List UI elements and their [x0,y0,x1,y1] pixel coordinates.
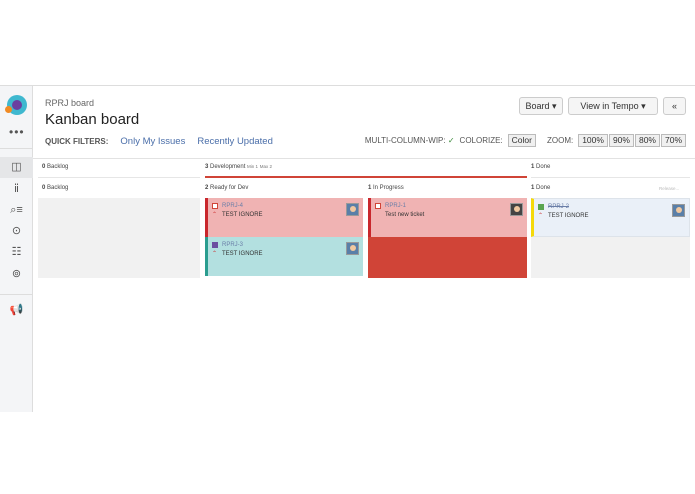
collapse-header-button[interactable]: « [663,97,686,115]
release-link[interactable]: Release... [659,186,680,191]
board-options: MULTI-COLUMN-WIP: ✓ COLORIZE: Color ZOOM… [365,134,686,147]
breadcrumb[interactable]: RPRJ board [45,98,95,108]
story-icon [538,204,544,210]
bug-icon [212,203,218,209]
issue-summary: TEST IGNORE [222,212,263,218]
quick-filters: QUICK FILTERS: Only My Issues Recently U… [45,136,273,147]
column-name: Development [210,164,246,170]
column-backlog [38,198,200,278]
badge-icon [5,106,12,113]
column-header-development: 3 Development Min 1 Max 2 [205,164,272,170]
priority-high-icon: ⌃ [212,212,218,218]
quick-filters-label: QUICK FILTERS: [45,137,109,146]
more-icon[interactable]: ••• [9,125,25,139]
column-name: In Progress [373,185,404,191]
priority-high-icon: ⌃ [538,213,544,219]
sidebar: ••• ◫ ⅱ ⌕≡ ⊙ ☷ ⊚ 📢 [0,86,33,412]
issue-card[interactable]: ⌃ RPRJ-4 TEST IGNORE [205,198,363,237]
issue-key[interactable]: RPRJ-1 [385,203,407,209]
issue-card[interactable]: ⌃ RPRJ-3 TEST IGNORE [205,237,363,276]
column-header-backlog: 0 Backlog [42,164,68,170]
zoom-70-button[interactable]: 70% [660,134,686,147]
column-name: Backlog [47,185,69,191]
column-name: Done [536,185,551,191]
epic-icon [212,242,218,248]
count: 1 [368,185,372,191]
board-icon[interactable]: ◫ [0,157,33,178]
count: 3 [205,164,209,170]
count: 0 [42,185,46,191]
filter-only-my-issues[interactable]: Only My Issues [120,136,186,147]
issue-key[interactable]: RPRJ-3 [222,242,244,248]
issue-summary: Test new ticket [385,212,425,218]
page-title: Kanban board [45,111,140,128]
filter-recently-updated[interactable]: Recently Updated [197,136,273,147]
assignee-avatar [672,204,685,217]
issue-card[interactable]: RPRJ-1 Test new ticket [368,198,527,237]
divider [0,148,33,149]
divider [0,294,33,295]
wip-min: Min 1 [247,164,259,169]
colorize-label: COLORIZE: [459,136,503,145]
wip-label-text: MULTI-COLUMN-WIP: [364,136,446,145]
divider [38,177,200,178]
issue-summary: TEST IGNORE [222,251,263,257]
assignee-avatar [510,203,523,216]
issue-card[interactable]: ⌃ RPRJ-2 TEST IGNORE [531,198,690,237]
issues-search-icon[interactable]: ⌕≡ [10,204,23,216]
zoom-100-button[interactable]: 100% [578,134,608,147]
view-in-tempo-dropdown[interactable]: View in Tempo ▾ [568,97,658,115]
zoom-90-button[interactable]: 90% [608,134,634,147]
color-button[interactable]: Color [507,134,536,147]
releases-icon[interactable]: ⊙ [11,225,22,237]
wip-label: MULTI-COLUMN-WIP: ✓ [365,136,455,145]
check-icon: ✓ [447,136,455,145]
bug-icon [375,203,381,209]
column-header-in-progress: 1 In Progress [368,185,404,191]
assignee-avatar [346,242,359,255]
issue-summary: TEST IGNORE [548,213,589,219]
column-header-backlog-sub: 0 Backlog [42,185,68,191]
components-icon[interactable]: ☷ [11,246,22,258]
issue-key[interactable]: RPRJ-4 [222,203,244,209]
column-header-ready-for-dev: 2 Ready for Dev [205,185,248,191]
settings-icon[interactable]: ⊚ [11,268,22,280]
column-header-done-sub: 1 Done [531,185,550,191]
feedback-icon[interactable]: 📢 [9,304,24,316]
wip-max: Max 2 [259,164,272,169]
column-name: Ready for Dev [210,185,249,191]
assignee-avatar [346,203,359,216]
count: 2 [205,185,209,191]
column-name: Backlog [47,164,69,170]
count: 0 [42,164,46,170]
app: ••• ◫ ⅱ ⌕≡ ⊙ ☷ ⊚ 📢 RPRJ board Kanban boa… [0,85,695,412]
priority-high-icon: ⌃ [212,251,218,257]
wip-exceeded-bar [205,176,527,178]
zoom-buttons: 100% 90% 80% 70% [578,134,686,147]
zoom-label: ZOOM: [546,136,574,145]
project-avatar[interactable] [7,95,27,115]
count: 1 [531,185,535,191]
count: 1 [531,164,535,170]
column-header-done: 1 Done [531,164,550,170]
column-name: Done [536,164,551,170]
issue-key[interactable]: RPRJ-2 [548,204,570,210]
zoom-80-button[interactable]: 80% [634,134,660,147]
reports-icon[interactable]: ⅱ [13,183,20,195]
board-dropdown[interactable]: Board ▾ [519,97,563,115]
divider [33,158,695,159]
divider [531,177,690,178]
